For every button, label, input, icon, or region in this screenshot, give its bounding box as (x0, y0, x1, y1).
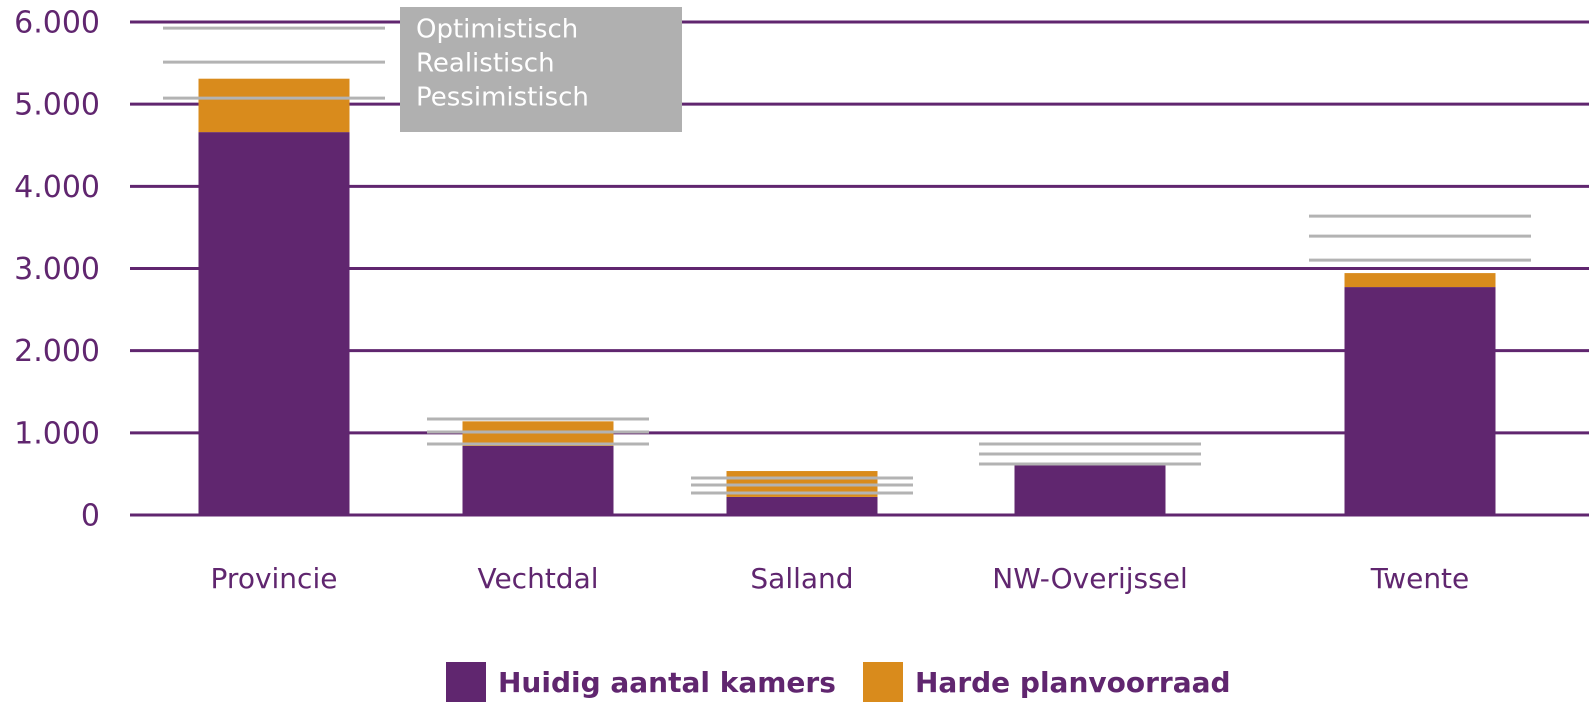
legend-swatch (863, 662, 903, 702)
bar (1014, 464, 1166, 515)
legend-label: Huidig aantal kamers (498, 666, 836, 699)
y-tick-label: 3.000 (14, 252, 100, 287)
x-tick-label: Provincie (211, 562, 338, 595)
y-tick-label: 6.000 (14, 6, 100, 41)
bar (1344, 287, 1496, 515)
legend-swatch (446, 662, 486, 702)
x-tick-label: Twente (1370, 562, 1470, 595)
legend-label: Optimistisch (416, 15, 578, 45)
y-tick-label: 1.000 (14, 416, 100, 451)
legend-label: Realistisch (416, 49, 555, 79)
y-tick-label: 4.000 (14, 170, 100, 205)
y-tick-label: 5.000 (14, 88, 100, 123)
bar (462, 445, 614, 515)
bar (726, 496, 878, 515)
legend-label: Pessimistisch (416, 83, 589, 113)
bar (198, 132, 350, 515)
x-tick-label: NW-Overijssel (992, 562, 1187, 595)
bar (1344, 273, 1496, 288)
bar (198, 78, 350, 133)
y-tick-label: 2.000 (14, 334, 100, 369)
x-tick-label: Vechtdal (477, 562, 598, 595)
y-tick-label: 0 (81, 499, 100, 534)
scenario-legend-box (400, 7, 682, 132)
bar (462, 421, 614, 446)
x-tick-label: Salland (750, 562, 853, 595)
legend-label: Harde planvoorraad (915, 666, 1231, 699)
